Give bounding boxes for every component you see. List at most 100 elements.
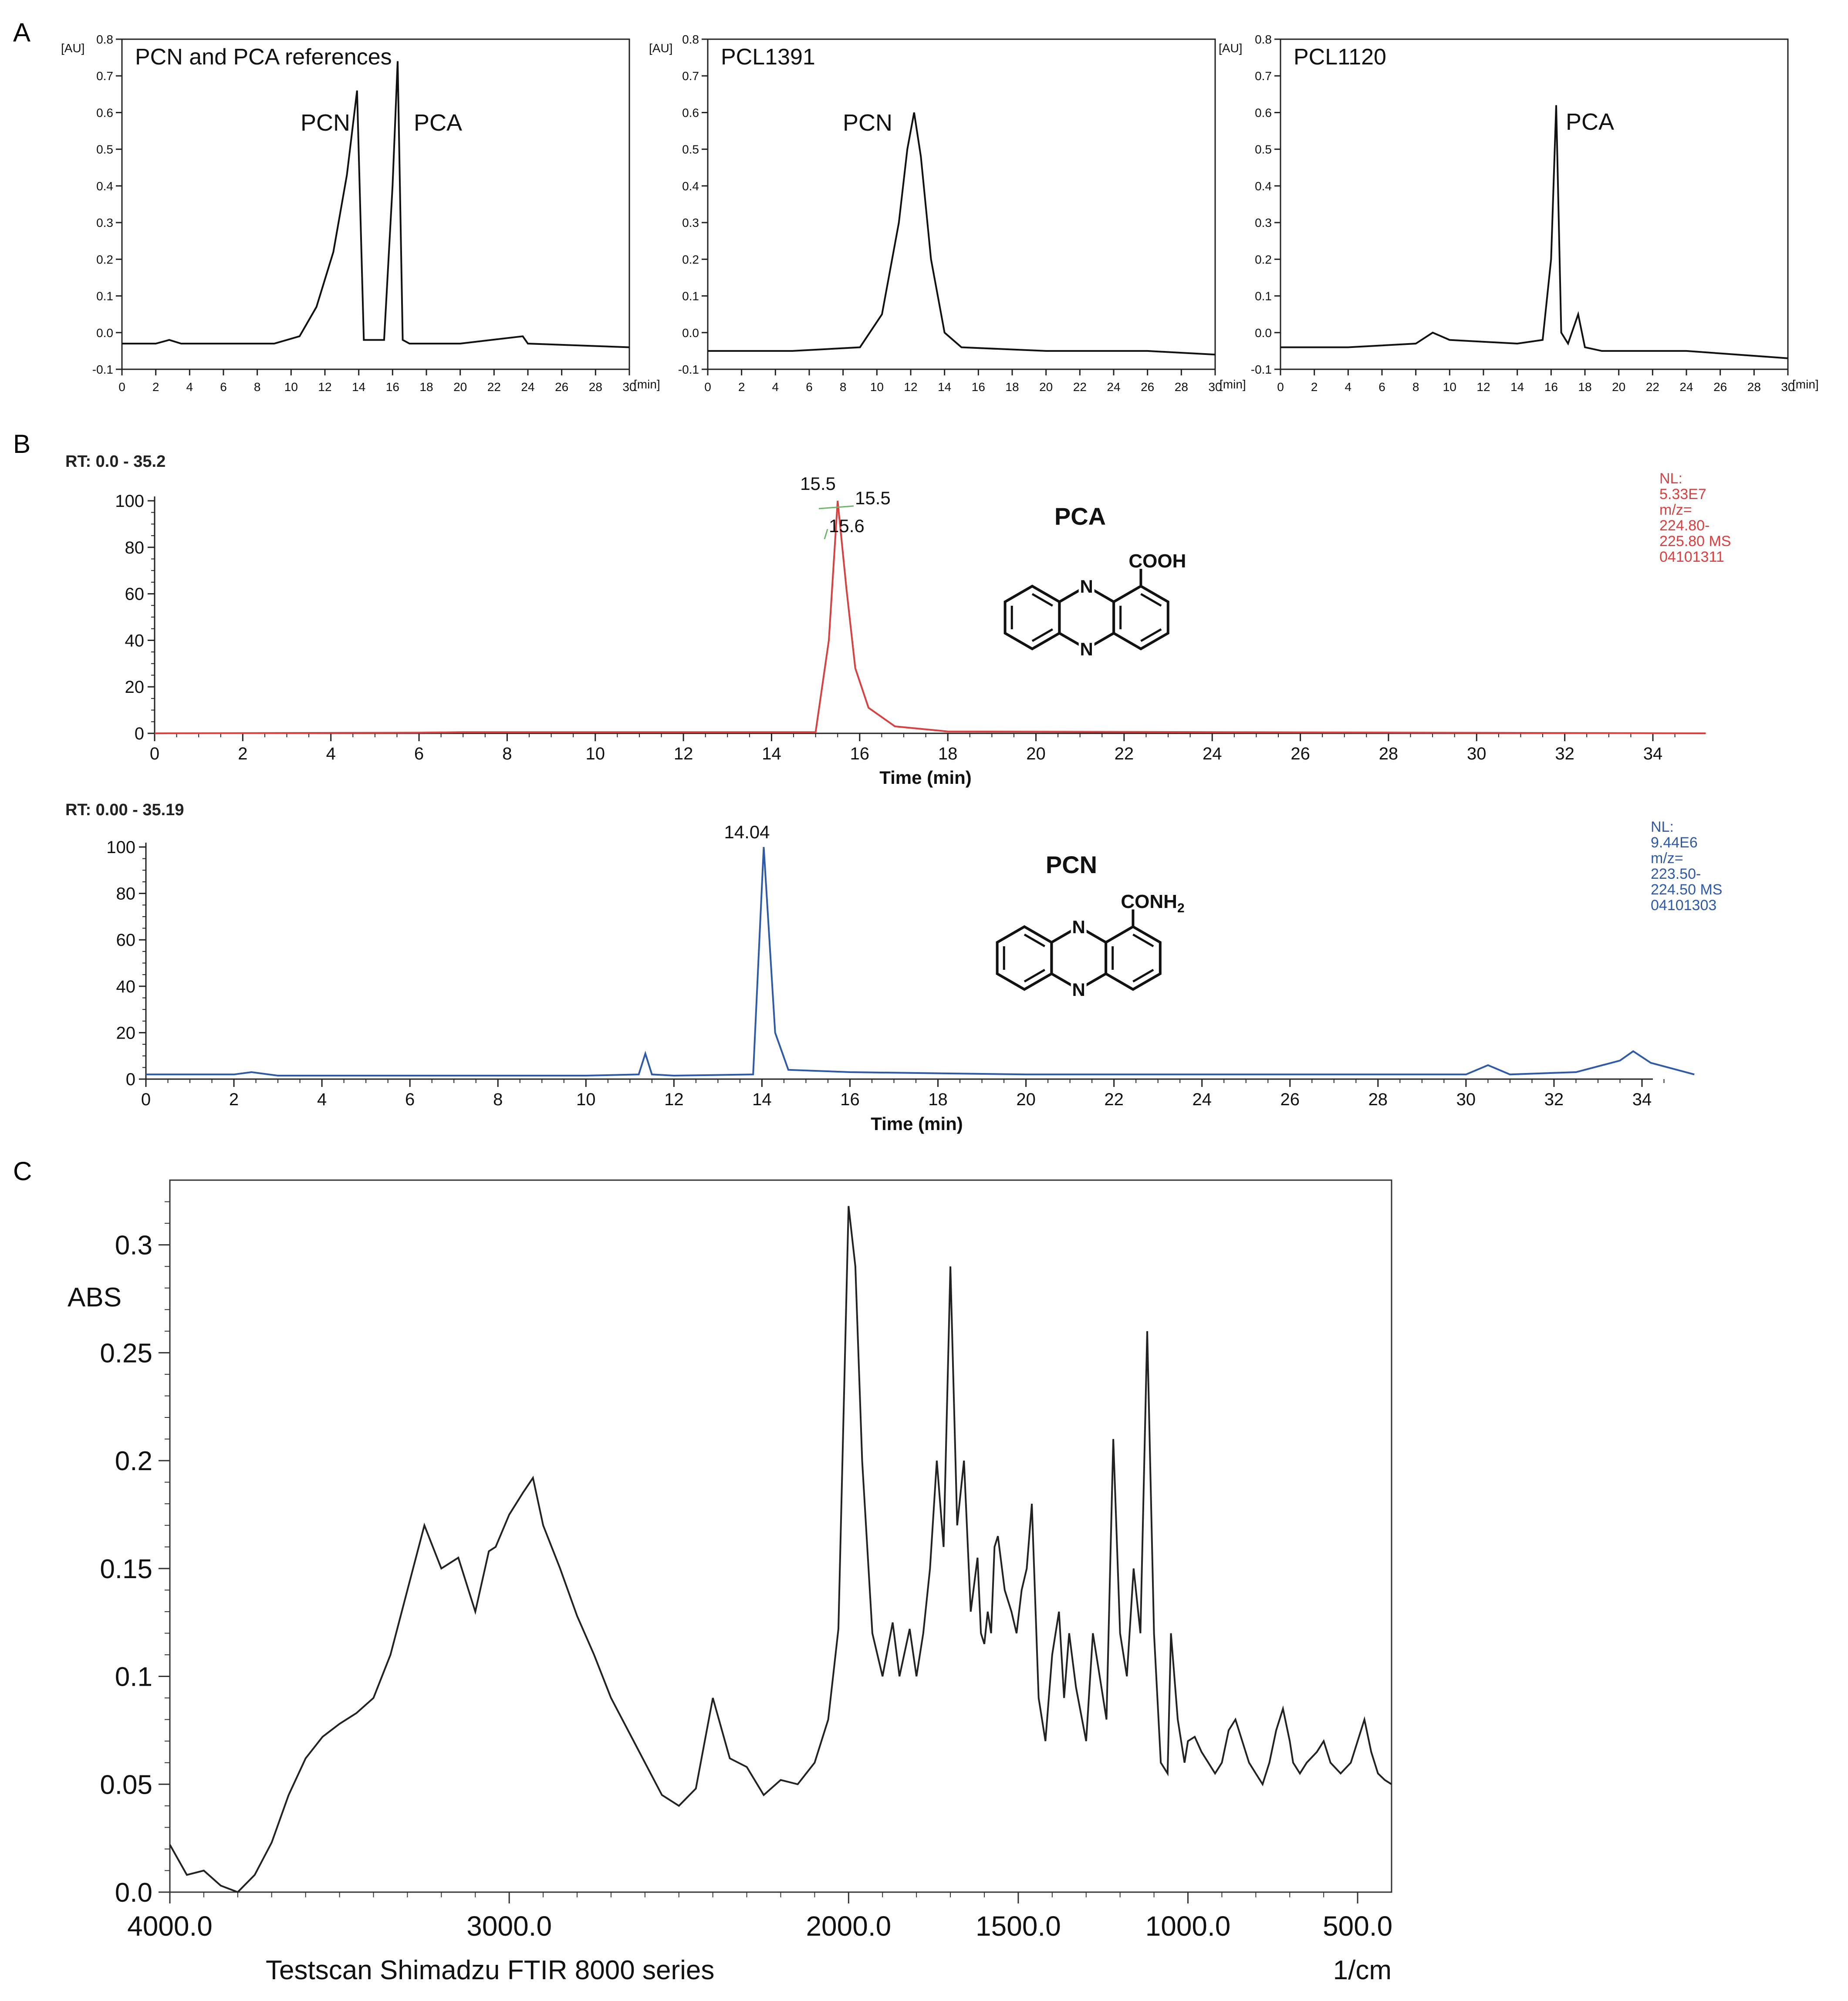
- x-unit-label: [min]: [1220, 378, 1246, 391]
- double-bond: [1024, 968, 1046, 983]
- info-line: NL:: [1651, 819, 1674, 835]
- x-tick-label: 12: [664, 1090, 684, 1109]
- x-tick-label: 2: [152, 380, 159, 394]
- x-tick-label: 30: [1781, 380, 1794, 394]
- y-tick-label: -0.1: [1251, 363, 1272, 376]
- x-tick-label: 4: [317, 1090, 327, 1109]
- nitrogen-atom: N: [1080, 639, 1093, 659]
- x-tick-label: 4: [772, 380, 779, 394]
- info-line: 224.50 MS: [1651, 881, 1722, 898]
- y-unit-label: [AU]: [1219, 41, 1242, 55]
- x-tick-label: 10: [870, 380, 884, 394]
- x-tick-label: 3000.0: [466, 1910, 552, 1942]
- x-unit-label: 1/cm: [1333, 1955, 1392, 1985]
- peak-label: 15.6: [829, 516, 865, 536]
- y-tick-label: 20: [116, 1023, 136, 1043]
- rt-range-label: RT: 0.0 - 35.2: [65, 452, 166, 471]
- y-tick-label: 0.6: [682, 106, 699, 119]
- x-tick-label: 14: [752, 1090, 772, 1109]
- chart-title: PCN and PCA references: [135, 44, 392, 70]
- x-tick-label: 18: [419, 380, 433, 394]
- pcn-structure: N N CONH2: [996, 891, 1185, 1000]
- x-tick-label: 20: [1016, 1090, 1036, 1109]
- y-axis-label: ABS: [68, 1282, 122, 1313]
- x-tick-label: 2000.0: [806, 1910, 891, 1942]
- y-tick-label: 0.3: [115, 1231, 152, 1261]
- chromatogram-line: [122, 61, 630, 348]
- x-tick-label: 6: [414, 744, 424, 763]
- x-tick-label: 6: [806, 380, 813, 394]
- y-tick-label: 0.2: [115, 1446, 152, 1476]
- atom-bg: [1078, 577, 1095, 595]
- hplc-chart-pcl1391: PCL1391 [AU] -0.1 0.0 0.1 0.2 0.3 0.4 0.5 0.6 0.7 0…: [649, 33, 1246, 394]
- x-tick-label: 8: [254, 380, 261, 394]
- footer-label: Testscan Shimadzu FTIR 8000 series: [266, 1955, 714, 1985]
- peak-annotation: PCN: [301, 110, 350, 136]
- x-tick-label: 4: [326, 744, 336, 763]
- x-tick-label: 10: [576, 1090, 596, 1109]
- y-tick-label: 100: [106, 838, 135, 857]
- y-tick-label: 0: [126, 1070, 135, 1089]
- x-tick-label: 1500.0: [976, 1910, 1061, 1942]
- chromatogram-line: [146, 847, 1695, 1077]
- y-tick-label: 0.0: [1255, 326, 1272, 340]
- y-tick-label: 0.7: [96, 69, 113, 83]
- panel-letter-c: C: [13, 1157, 32, 1186]
- plot-frame: [121, 38, 630, 370]
- peak-label: 15.5: [800, 473, 836, 494]
- x-tick-label: 2: [738, 380, 745, 394]
- x-tick-label: 8: [840, 380, 847, 394]
- y-tick-label: 0.5: [1255, 143, 1272, 156]
- x-unit-label: [min]: [1792, 378, 1819, 391]
- x-tick-label: 14: [352, 380, 365, 394]
- rt-range-label: RT: 0.00 - 35.19: [65, 801, 184, 819]
- nitrogen-atom: N: [1080, 576, 1093, 597]
- x-tick-label: 4: [186, 380, 193, 394]
- y-tick-label: 0.25: [100, 1338, 152, 1368]
- y-tick-label: -0.1: [678, 363, 699, 376]
- x-tick-label: 12: [318, 380, 331, 394]
- x-tick-label: 22: [1115, 744, 1134, 763]
- x-tick-label: 22: [1073, 380, 1087, 394]
- info-line: NL:: [1659, 470, 1682, 487]
- x-tick-label: 18: [1578, 380, 1591, 394]
- compound-title: PCN: [1046, 851, 1097, 878]
- ring-bond: [1112, 584, 1169, 651]
- y-tick-label: 100: [115, 492, 144, 511]
- chart-title: PCL1120: [1294, 44, 1386, 70]
- info-line: 9.44E6: [1651, 834, 1698, 851]
- compound-title: PCA: [1054, 503, 1106, 530]
- x-tick-label: 22: [1104, 1090, 1124, 1109]
- info-line: 224.80-: [1659, 517, 1709, 534]
- x-tick-label: 20: [1039, 380, 1053, 394]
- x-tick-label: 16: [386, 380, 399, 394]
- double-bond: [1031, 593, 1054, 607]
- y-tick-label: 0.0: [115, 1878, 152, 1908]
- x-unit-label: [min]: [634, 378, 660, 391]
- y-tick-label: 60: [116, 931, 136, 950]
- y-tick-label: 0.2: [1255, 253, 1272, 266]
- y-tick-label: 0.1: [115, 1662, 152, 1692]
- plot-frame: [707, 38, 1216, 370]
- x-axis-label: Time (min): [879, 767, 972, 788]
- x-tick-label: 6: [220, 380, 227, 394]
- y-tick-label: 0.0: [682, 326, 699, 340]
- x-tick-label: 28: [589, 380, 602, 394]
- hplc-chart-pcl1120: PCL1120 [AU] -0.1 0.0 0.1 0.2 0.3 0.4 0.5 0.6 0.7 0…: [1219, 33, 1819, 394]
- x-tick-label: 6: [405, 1090, 415, 1109]
- y-tick-label: 0.6: [1255, 106, 1272, 119]
- double-bond: [1140, 593, 1162, 607]
- y-tick-label: 0.5: [96, 143, 113, 156]
- x-tick-label: 24: [1192, 1090, 1212, 1109]
- atom-bg: [1071, 981, 1087, 998]
- y-tick-label: 0.1: [96, 290, 113, 303]
- y-tick-label: 0: [135, 724, 144, 743]
- y-tick-label: 0.4: [1255, 179, 1272, 193]
- atom-bg: [1078, 640, 1095, 658]
- peak-leader-line: [818, 505, 854, 510]
- x-tick-label: 26: [555, 380, 568, 394]
- y-tick-label: 0.5: [682, 143, 699, 156]
- y-tick-label: 0.1: [1255, 290, 1272, 303]
- y-tick-label: 40: [125, 631, 145, 650]
- x-tick-label: 10: [1443, 380, 1456, 394]
